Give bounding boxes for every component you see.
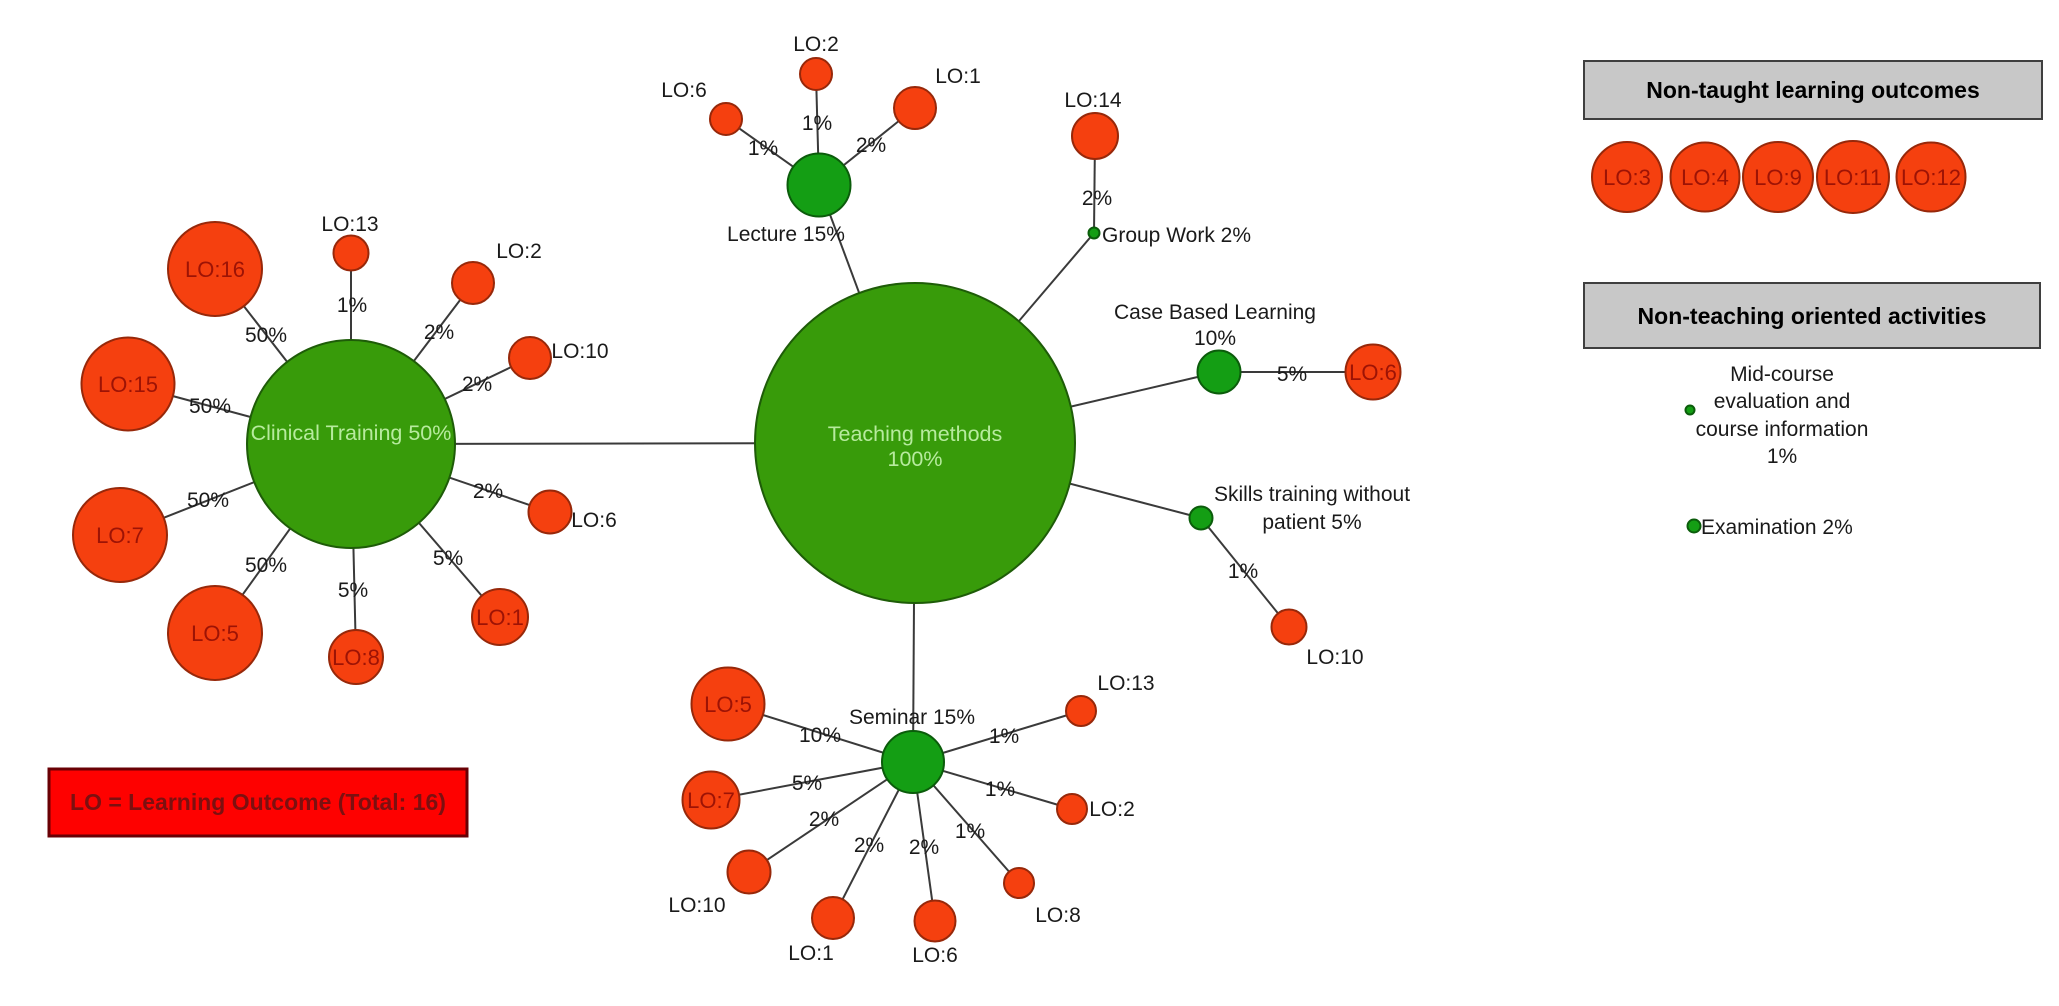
svg-text:2%: 2% [424,321,454,344]
svg-text:10%: 10% [799,724,841,747]
svg-text:LO:5: LO:5 [191,621,239,646]
svg-text:LO:10: LO:10 [668,894,725,917]
svg-text:2%: 2% [854,834,884,857]
svg-text:course information: course information [1696,418,1869,441]
svg-text:5%: 5% [338,579,368,602]
svg-text:LO:11: LO:11 [1824,165,1882,190]
svg-text:LO:1: LO:1 [476,605,524,630]
svg-text:1%: 1% [989,725,1019,748]
svg-text:LO:5: LO:5 [704,692,752,717]
svg-text:LO:16: LO:16 [185,257,245,282]
svg-text:2%: 2% [909,836,939,859]
svg-text:Lecture 15%: Lecture 15% [727,223,845,246]
svg-text:LO:2: LO:2 [496,240,542,263]
svg-text:2%: 2% [809,808,839,831]
svg-text:1%: 1% [802,112,832,135]
svg-text:2%: 2% [1082,187,1112,210]
svg-text:100%: 100% [888,447,943,471]
svg-text:Non-taught learning outcomes: Non-taught learning outcomes [1646,77,1980,103]
svg-text:LO:12: LO:12 [1901,165,1961,190]
svg-text:LO:10: LO:10 [1306,646,1363,669]
svg-text:patient 5%: patient 5% [1262,511,1361,534]
svg-text:LO:1: LO:1 [788,942,834,965]
svg-text:1%: 1% [748,137,778,160]
svg-text:LO:8: LO:8 [1035,904,1081,927]
svg-text:50%: 50% [245,324,287,347]
svg-text:LO = Learning Outcome (Total:: LO = Learning Outcome (Total: 16) [70,789,446,815]
svg-text:2%: 2% [462,373,492,396]
svg-text:5%: 5% [1277,363,1307,386]
svg-text:LO:6: LO:6 [912,944,958,967]
svg-text:1%: 1% [1228,560,1258,583]
svg-text:10%: 10% [1194,327,1236,350]
svg-text:5%: 5% [792,772,822,795]
svg-text:LO:10: LO:10 [551,340,608,363]
svg-text:LO:8: LO:8 [332,645,380,670]
svg-text:LO:6: LO:6 [571,509,617,532]
svg-text:2%: 2% [856,134,886,157]
svg-text:Teaching methods: Teaching methods [828,422,1003,446]
svg-text:LO:3: LO:3 [1603,165,1651,190]
svg-text:LO:13: LO:13 [1097,672,1154,695]
svg-text:LO:1: LO:1 [935,65,981,88]
svg-text:50%: 50% [245,554,287,577]
svg-text:50%: 50% [187,489,229,512]
svg-text:2%: 2% [473,480,503,503]
svg-text:Non-teaching oriented activiti: Non-teaching oriented activities [1638,303,1987,329]
svg-text:Mid-course: Mid-course [1730,363,1834,386]
svg-text:Case Based Learning: Case Based Learning [1114,301,1316,324]
svg-text:LO:6: LO:6 [661,79,707,102]
svg-text:1%: 1% [337,294,367,317]
svg-text:Seminar 15%: Seminar 15% [849,706,975,729]
svg-text:50%: 50% [189,395,231,418]
svg-text:LO:4: LO:4 [1681,165,1729,190]
svg-text:Examination 2%: Examination 2% [1701,516,1853,539]
svg-text:LO:9: LO:9 [1754,165,1802,190]
svg-text:evaluation and: evaluation and [1714,390,1851,413]
svg-text:5%: 5% [433,547,463,570]
svg-text:Clinical Training 50%: Clinical Training 50% [251,421,452,445]
svg-text:Group Work 2%: Group Work 2% [1102,224,1251,247]
svg-text:1%: 1% [1767,445,1797,468]
svg-text:1%: 1% [985,778,1015,801]
svg-text:LO:13: LO:13 [321,213,378,236]
svg-text:LO:7: LO:7 [687,788,735,813]
svg-text:LO:2: LO:2 [793,33,839,56]
svg-text:LO:6: LO:6 [1349,360,1397,385]
svg-text:LO:7: LO:7 [96,523,144,548]
svg-text:LO:15: LO:15 [98,372,158,397]
svg-text:Skills training without: Skills training without [1214,483,1410,506]
svg-text:LO:2: LO:2 [1089,798,1135,821]
svg-text:1%: 1% [955,820,985,843]
svg-text:LO:14: LO:14 [1064,89,1122,112]
